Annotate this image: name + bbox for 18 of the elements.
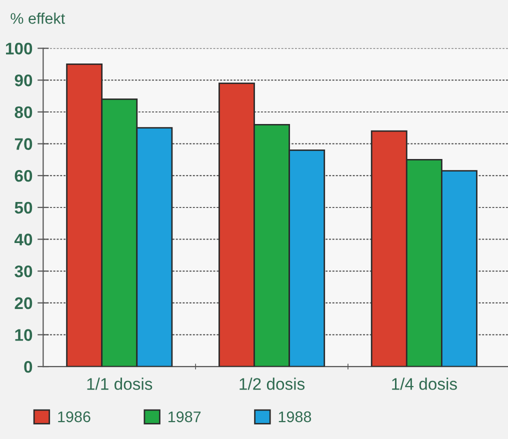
y-axis-title: % effekt	[10, 12, 65, 24]
legend-label: 1988	[278, 411, 312, 422]
y-tick-label: 0	[24, 360, 32, 373]
y-tick-label: 70	[14, 138, 32, 150]
y-tick-label: 60	[14, 170, 32, 182]
y-tick-label: 30	[14, 265, 32, 278]
y-tick-label: 100	[6, 42, 32, 54]
x-tick-label: 1/1 dosis	[87, 378, 152, 390]
y-tick-label: 50	[14, 202, 32, 214]
y-tick-label: 20	[14, 297, 32, 310]
x-tick-label: 1/4 dosis	[392, 378, 457, 390]
y-tick-label: 40	[14, 234, 32, 246]
y-tick-label: 10	[15, 329, 32, 341]
y-tick-label: 90	[14, 74, 32, 86]
legend-label: 1986	[58, 411, 90, 422]
y-tick-label: 80	[14, 106, 32, 118]
legend-label: 1987	[168, 411, 201, 422]
x-tick-label: 1/2 dosis	[240, 378, 305, 390]
